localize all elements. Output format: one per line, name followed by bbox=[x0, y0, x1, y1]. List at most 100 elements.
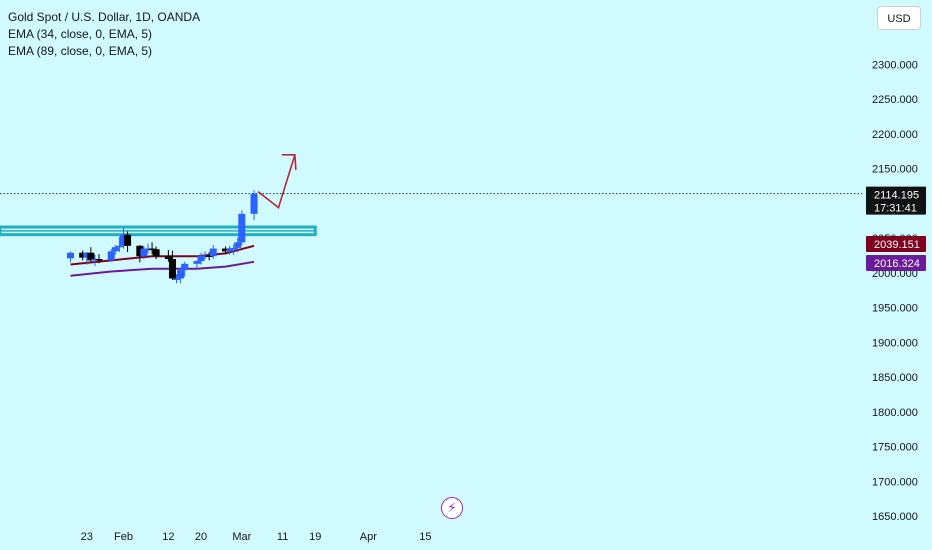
candle-body bbox=[173, 278, 181, 280]
x-tick-label: 15 bbox=[419, 531, 431, 543]
candle bbox=[115, 236, 123, 253]
candle bbox=[91, 254, 99, 266]
candle bbox=[181, 261, 189, 277]
ema34-price-tag: 2039.151 bbox=[866, 236, 926, 252]
candle bbox=[230, 244, 238, 255]
candle bbox=[177, 268, 185, 284]
plot-area bbox=[0, 154, 862, 284]
candle bbox=[144, 243, 152, 254]
candle bbox=[152, 246, 160, 259]
candle bbox=[124, 231, 132, 253]
x-tick-label: 23 bbox=[81, 531, 93, 543]
candle bbox=[226, 245, 234, 255]
candle-body bbox=[234, 242, 242, 248]
candle bbox=[209, 245, 217, 259]
candle bbox=[238, 210, 246, 246]
currency-button[interactable]: USD bbox=[877, 6, 921, 30]
candle bbox=[79, 250, 87, 261]
y-tick-label: 1750.000 bbox=[872, 442, 918, 454]
candle bbox=[140, 246, 148, 259]
projection-arrowhead bbox=[281, 154, 297, 170]
candle bbox=[136, 245, 144, 263]
current-price-tag-label: 17:31:41 bbox=[874, 203, 917, 215]
candle bbox=[87, 247, 95, 262]
candle-body bbox=[230, 247, 238, 250]
candle-body bbox=[197, 255, 205, 262]
candle bbox=[168, 250, 176, 280]
candle-body bbox=[148, 248, 156, 251]
candle-body bbox=[124, 234, 132, 246]
symbol-title[interactable]: Gold Spot / U.S. Dollar, 1D, OANDA bbox=[8, 10, 201, 24]
y-tick-label: 1950.000 bbox=[872, 303, 918, 315]
candle bbox=[250, 190, 258, 221]
candle bbox=[201, 251, 209, 259]
candle bbox=[95, 254, 103, 264]
candle-body bbox=[205, 255, 213, 258]
ema89-price-tag-background bbox=[866, 255, 926, 271]
candle bbox=[111, 245, 119, 255]
candle-body bbox=[107, 251, 115, 261]
ema34-price-tag-background bbox=[866, 236, 926, 252]
candle bbox=[193, 260, 201, 269]
ema89-price-tag-label: 2016.324 bbox=[874, 258, 920, 270]
candle-body bbox=[193, 261, 201, 264]
y-tick-label: 2250.000 bbox=[872, 94, 918, 106]
candle bbox=[107, 249, 115, 262]
x-tick-label: Mar bbox=[232, 531, 251, 543]
candle-body bbox=[120, 234, 127, 246]
candle bbox=[205, 252, 213, 261]
candle-body bbox=[79, 252, 87, 258]
candle-body bbox=[115, 245, 123, 248]
ema34-price-tag-label: 2039.151 bbox=[874, 239, 920, 251]
y-tick-label: 1700.000 bbox=[872, 476, 918, 488]
ema34-legend[interactable]: EMA (34, close, 0, EMA, 5) bbox=[8, 27, 153, 41]
candle bbox=[234, 237, 242, 253]
candle-body bbox=[111, 247, 119, 252]
x-tick-label: 11 bbox=[277, 531, 288, 543]
projection-path bbox=[257, 154, 296, 209]
candle-body bbox=[91, 258, 99, 261]
x-tick-label: Feb bbox=[114, 531, 133, 543]
y-tick-label: 2150.000 bbox=[872, 164, 918, 176]
y-tick-label: 1650.000 bbox=[872, 511, 918, 523]
price-axis-background bbox=[862, 0, 932, 550]
candle bbox=[120, 227, 127, 249]
lightning-icon[interactable]: ⚡︎ bbox=[441, 497, 463, 519]
candle-body bbox=[152, 249, 160, 257]
candle-body bbox=[87, 252, 95, 261]
y-tick-label: 1800.000 bbox=[872, 407, 918, 419]
x-tick-label: 20 bbox=[195, 531, 207, 543]
candle-body bbox=[164, 256, 172, 259]
y-tick-label: 1900.000 bbox=[872, 337, 918, 349]
candle-body bbox=[250, 193, 258, 214]
candle-body bbox=[136, 245, 144, 257]
candle-body bbox=[168, 258, 176, 279]
candle bbox=[197, 252, 205, 265]
x-tick-label: Apr bbox=[360, 531, 377, 543]
candle-body bbox=[83, 252, 91, 258]
candle-body bbox=[144, 248, 152, 251]
candle bbox=[222, 246, 229, 255]
candle-body bbox=[181, 263, 189, 271]
y-tick-label: 2200.000 bbox=[872, 129, 918, 141]
candle-body bbox=[201, 255, 209, 258]
time-axis[interactable]: 23 Feb 12 20 Mar 11 19 Apr 15 bbox=[81, 531, 432, 543]
candle-body bbox=[209, 248, 217, 257]
candle bbox=[173, 274, 181, 284]
candle bbox=[164, 249, 172, 262]
ema89-legend[interactable]: EMA (89, close, 0, EMA, 5) bbox=[8, 44, 153, 58]
ema34-line bbox=[70, 244, 255, 266]
x-tick-label: 19 bbox=[309, 531, 321, 543]
candle bbox=[148, 242, 156, 255]
candle-body bbox=[140, 248, 148, 257]
ema89-line bbox=[70, 260, 255, 277]
price-axis[interactable]: 2300.0002250.0002200.0002150.0002100.000… bbox=[862, 0, 932, 550]
chart-legend: Gold Spot / U.S. Dollar, 1D, OANDA EMA (… bbox=[8, 9, 200, 60]
x-tick-label: 12 bbox=[162, 531, 174, 543]
candle bbox=[83, 252, 91, 265]
candle-body bbox=[238, 213, 246, 243]
current-price-tag-label: 2114.195 bbox=[874, 190, 919, 202]
